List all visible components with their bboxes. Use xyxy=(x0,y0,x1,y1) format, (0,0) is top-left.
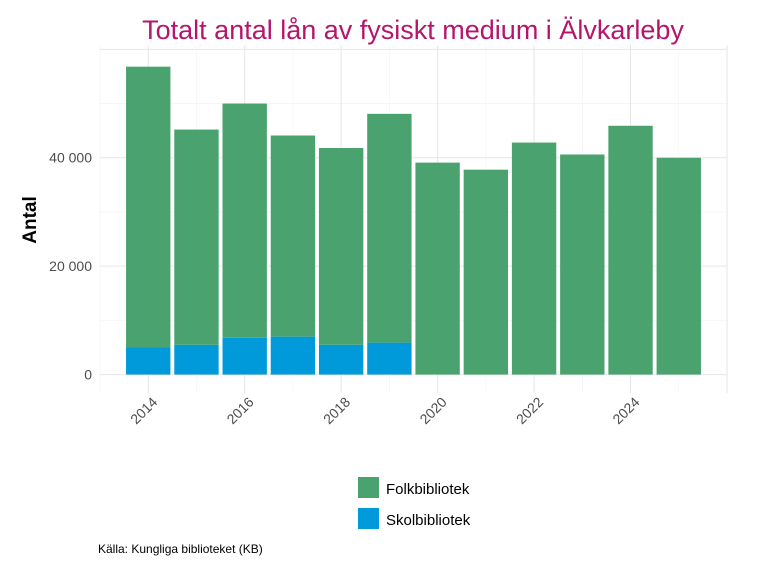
legend: Folkbibliotek Skolbibliotek xyxy=(358,477,471,529)
chart-title: Totalt antal lån av fysiskt medium i Älv… xyxy=(142,15,684,45)
bar-folkbibliotek-2025 xyxy=(656,157,701,375)
legend-swatch-folkbibliotek xyxy=(358,477,379,498)
bar-skolbibliotek-2016 xyxy=(222,337,267,375)
bar-skolbibliotek-2017 xyxy=(270,336,316,375)
x-tick-label: 2016 xyxy=(223,394,256,427)
bar-folkbibliotek-2021 xyxy=(463,169,509,375)
bars xyxy=(126,66,701,375)
bar-folkbibliotek-2023 xyxy=(560,154,605,375)
bar-folkbibliotek-2016 xyxy=(222,103,267,338)
bar-folkbibliotek-2014 xyxy=(126,66,171,348)
x-tick-label: 2014 xyxy=(127,394,160,427)
y-axis-label: Antal xyxy=(20,196,41,244)
legend-swatch-skolbibliotek xyxy=(358,508,379,529)
bar-skolbibliotek-2015 xyxy=(174,344,219,375)
bar-folkbibliotek-2019 xyxy=(367,113,412,343)
bar-folkbibliotek-2020 xyxy=(415,162,460,375)
x-tick-label: 2020 xyxy=(416,394,449,427)
legend-label-skolbibliotek: Skolbibliotek xyxy=(386,512,471,529)
caption: Källa: Kungliga biblioteket (KB) xyxy=(98,542,263,556)
bar-folkbibliotek-2022 xyxy=(511,142,557,375)
x-tick-label: 2024 xyxy=(609,394,642,427)
x-tick-label: 2022 xyxy=(513,394,546,427)
bar-folkbibliotek-2017 xyxy=(270,135,316,337)
y-tick-label: 0 xyxy=(84,367,92,383)
bar-folkbibliotek-2024 xyxy=(608,125,653,375)
y-tick-label: 40 000 xyxy=(49,150,92,166)
y-axis-ticks: 0 20 000 40 000 xyxy=(49,150,92,383)
x-tick-label: 2018 xyxy=(320,394,353,427)
bar-folkbibliotek-2015 xyxy=(174,129,219,345)
x-axis-ticks: 2014 2016 2018 2020 2022 2024 xyxy=(127,394,643,427)
y-tick-label: 20 000 xyxy=(49,258,92,274)
legend-label-folkbibliotek: Folkbibliotek xyxy=(386,481,470,498)
bar-folkbibliotek-2018 xyxy=(318,147,364,345)
bar-skolbibliotek-2014 xyxy=(126,347,171,375)
bar-skolbibliotek-2018 xyxy=(318,344,364,375)
bar-skolbibliotek-2019 xyxy=(367,342,412,375)
